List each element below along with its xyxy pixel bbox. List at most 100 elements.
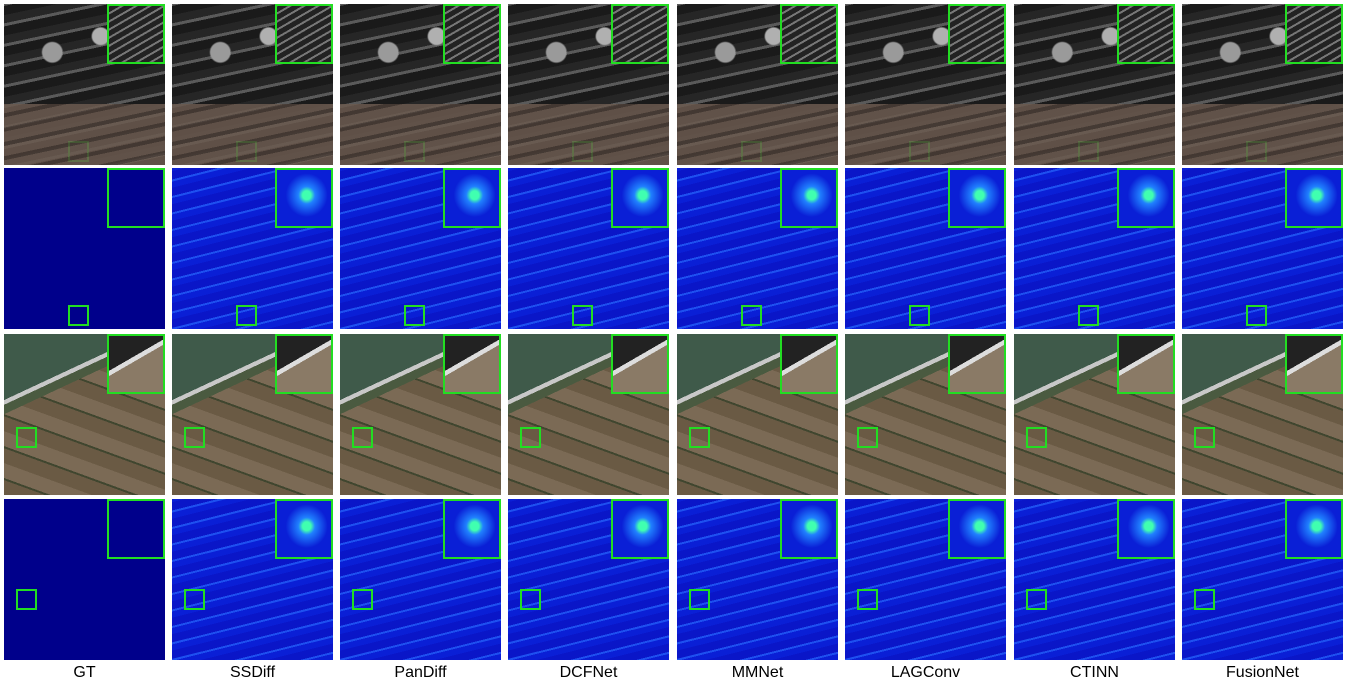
column-label: GT [4, 664, 165, 682]
image-tile [677, 168, 838, 329]
zoom-region [184, 589, 205, 610]
zoom-region [1026, 589, 1047, 610]
image-tile [677, 4, 838, 165]
zoom-inset [780, 4, 838, 64]
zoom-region [857, 427, 878, 448]
image-tile [845, 168, 1006, 329]
zoom-region [352, 589, 373, 610]
image-tile [4, 334, 165, 495]
column-label: MMNet [677, 664, 838, 682]
zoom-region [520, 427, 541, 448]
zoom-region [572, 305, 593, 326]
image-tile [1014, 334, 1175, 495]
image-tile [677, 499, 838, 660]
column-label: DCFNet [508, 664, 669, 682]
image-tile [845, 334, 1006, 495]
image-tile [172, 334, 333, 495]
zoom-inset [1117, 4, 1175, 64]
zoom-region [184, 427, 205, 448]
image-tile [1014, 168, 1175, 329]
zoom-inset [948, 168, 1006, 228]
zoom-inset [611, 168, 669, 228]
zoom-inset [611, 499, 669, 559]
zoom-inset [275, 4, 333, 64]
zoom-region [1026, 427, 1047, 448]
zoom-inset [611, 4, 669, 64]
image-tile [172, 168, 333, 329]
zoom-inset [948, 334, 1006, 394]
zoom-region [404, 305, 425, 326]
zoom-region [404, 141, 425, 162]
zoom-region [1246, 141, 1267, 162]
zoom-region [741, 305, 762, 326]
zoom-region [909, 305, 930, 326]
zoom-region [1078, 141, 1099, 162]
zoom-inset [1117, 499, 1175, 559]
image-tile [508, 499, 669, 660]
image-tile [340, 4, 501, 165]
zoom-inset [443, 4, 501, 64]
zoom-region [68, 141, 89, 162]
zoom-region [16, 427, 37, 448]
zoom-inset [1285, 168, 1343, 228]
image-tile [1182, 499, 1343, 660]
zoom-inset [443, 334, 501, 394]
image-tile [4, 499, 165, 660]
zoom-region [1078, 305, 1099, 326]
zoom-inset [948, 4, 1006, 64]
image-tile [508, 334, 669, 495]
zoom-inset [1117, 334, 1175, 394]
image-tile [508, 168, 669, 329]
zoom-inset [107, 4, 165, 64]
zoom-inset [275, 499, 333, 559]
zoom-region [909, 141, 930, 162]
zoom-region [1246, 305, 1267, 326]
zoom-region [689, 589, 710, 610]
column-label: PanDiff [340, 664, 501, 682]
image-tile [4, 4, 165, 165]
zoom-region [236, 305, 257, 326]
column-label: CTINN [1014, 664, 1175, 682]
zoom-region [16, 589, 37, 610]
zoom-inset [443, 168, 501, 228]
zoom-inset [780, 168, 838, 228]
image-tile [340, 334, 501, 495]
zoom-inset [107, 499, 165, 559]
zoom-inset [107, 334, 165, 394]
zoom-region [236, 141, 257, 162]
column-label: LAGConv [845, 664, 1006, 682]
zoom-region [857, 589, 878, 610]
zoom-region [741, 141, 762, 162]
image-tile [1014, 499, 1175, 660]
zoom-region [520, 589, 541, 610]
zoom-inset [275, 168, 333, 228]
zoom-inset [275, 334, 333, 394]
image-tile [1014, 4, 1175, 165]
image-tile [845, 499, 1006, 660]
zoom-region [68, 305, 89, 326]
image-tile [508, 4, 669, 165]
zoom-inset [1285, 499, 1343, 559]
zoom-region [689, 427, 710, 448]
image-tile [340, 499, 501, 660]
image-tile [845, 4, 1006, 165]
image-tile [172, 499, 333, 660]
zoom-inset [1285, 4, 1343, 64]
zoom-region [1194, 427, 1215, 448]
zoom-inset [1285, 334, 1343, 394]
zoom-region [352, 427, 373, 448]
image-tile [1182, 4, 1343, 165]
column-label: SSDiff [172, 664, 333, 682]
zoom-inset [948, 499, 1006, 559]
column-label: FusionNet [1182, 664, 1343, 682]
zoom-inset [1117, 168, 1175, 228]
zoom-inset [443, 499, 501, 559]
zoom-region [1194, 589, 1215, 610]
zoom-inset [780, 499, 838, 559]
zoom-region [572, 141, 593, 162]
image-tile [172, 4, 333, 165]
image-tile [4, 168, 165, 329]
image-tile [677, 334, 838, 495]
zoom-inset [107, 168, 165, 228]
zoom-inset [780, 334, 838, 394]
